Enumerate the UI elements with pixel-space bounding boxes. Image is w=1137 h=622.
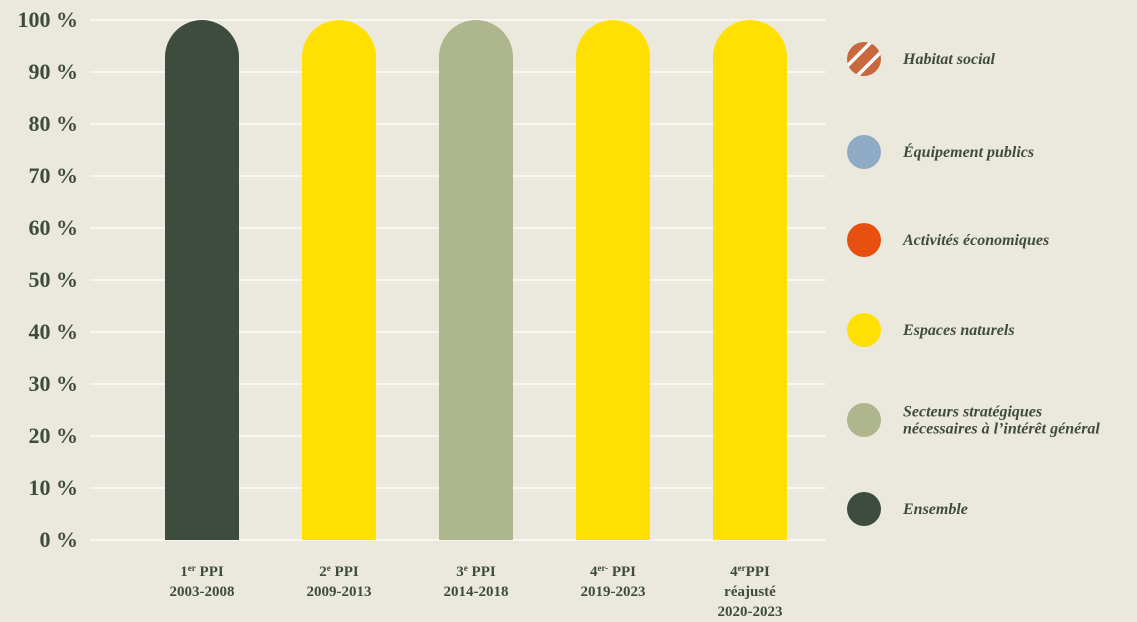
legend-label: Secteurs stratégiques nécessaires à l’int…	[903, 404, 1100, 438]
x-tick-label: 2e PPI 2009-2013	[307, 563, 372, 600]
y-tick-label: 20 %	[29, 423, 79, 448]
y-tick-label: 40 %	[29, 319, 79, 344]
bar-stack	[302, 20, 376, 541]
y-tick-label: 80 %	[29, 111, 79, 136]
legend-label: Équipement publics	[902, 142, 1034, 161]
x-tick-label: 4er- PPI 2019-2023	[581, 563, 646, 600]
y-tick-label: 100 %	[18, 7, 79, 32]
bar-segment-espaces	[576, 20, 650, 540]
bar-segment-secteurs	[439, 20, 513, 540]
y-tick-label: 90 %	[29, 59, 79, 84]
y-tick-label: 0 %	[40, 527, 79, 552]
legend-swatch	[847, 42, 881, 76]
x-tick-label: 4erPPI réajusté 2020-2023	[718, 563, 783, 620]
y-tick-label: 10 %	[29, 475, 79, 500]
legend: Habitat social Équipement publics Activité…	[847, 42, 1100, 526]
legend-label: Espaces naturels	[902, 322, 1015, 339]
legend-label: Habitat social	[902, 51, 996, 68]
y-tick-label: 30 %	[29, 371, 79, 396]
legend-swatch	[847, 403, 881, 437]
x-tick-label: 3e PPI 2014-2018	[444, 563, 509, 600]
bar-segment-espaces	[713, 20, 787, 540]
legend-swatch	[847, 135, 881, 169]
legend-swatch	[847, 492, 881, 526]
y-tick-label: 50 %	[29, 267, 79, 292]
bar-segment-ensemble	[165, 20, 239, 540]
bar-segment-espaces	[302, 20, 376, 540]
y-tick-label: 60 %	[29, 215, 79, 240]
bar-stack	[165, 20, 239, 540]
bar-stack	[439, 20, 513, 540]
legend-swatch	[847, 223, 881, 257]
y-tick-label: 70 %	[29, 163, 79, 188]
bar-stack	[713, 20, 787, 541]
bars	[165, 20, 787, 541]
x-tick-label: 1er PPI 2003-2008	[170, 563, 235, 600]
legend-label: Ensemble	[902, 501, 968, 518]
legend-swatch	[847, 313, 881, 347]
y-axis-ticks: 0 % 10 % 20 % 30 % 40 % 50 % 60 % 70 % 80 % 90 % 1…	[18, 7, 79, 552]
legend-label: Activités économiques	[902, 232, 1049, 249]
bar-stack	[576, 20, 650, 540]
x-axis-ticks: 1er PPI 2003-2008 2e PPI 2009-2013 3e PPI 201…	[170, 563, 783, 620]
